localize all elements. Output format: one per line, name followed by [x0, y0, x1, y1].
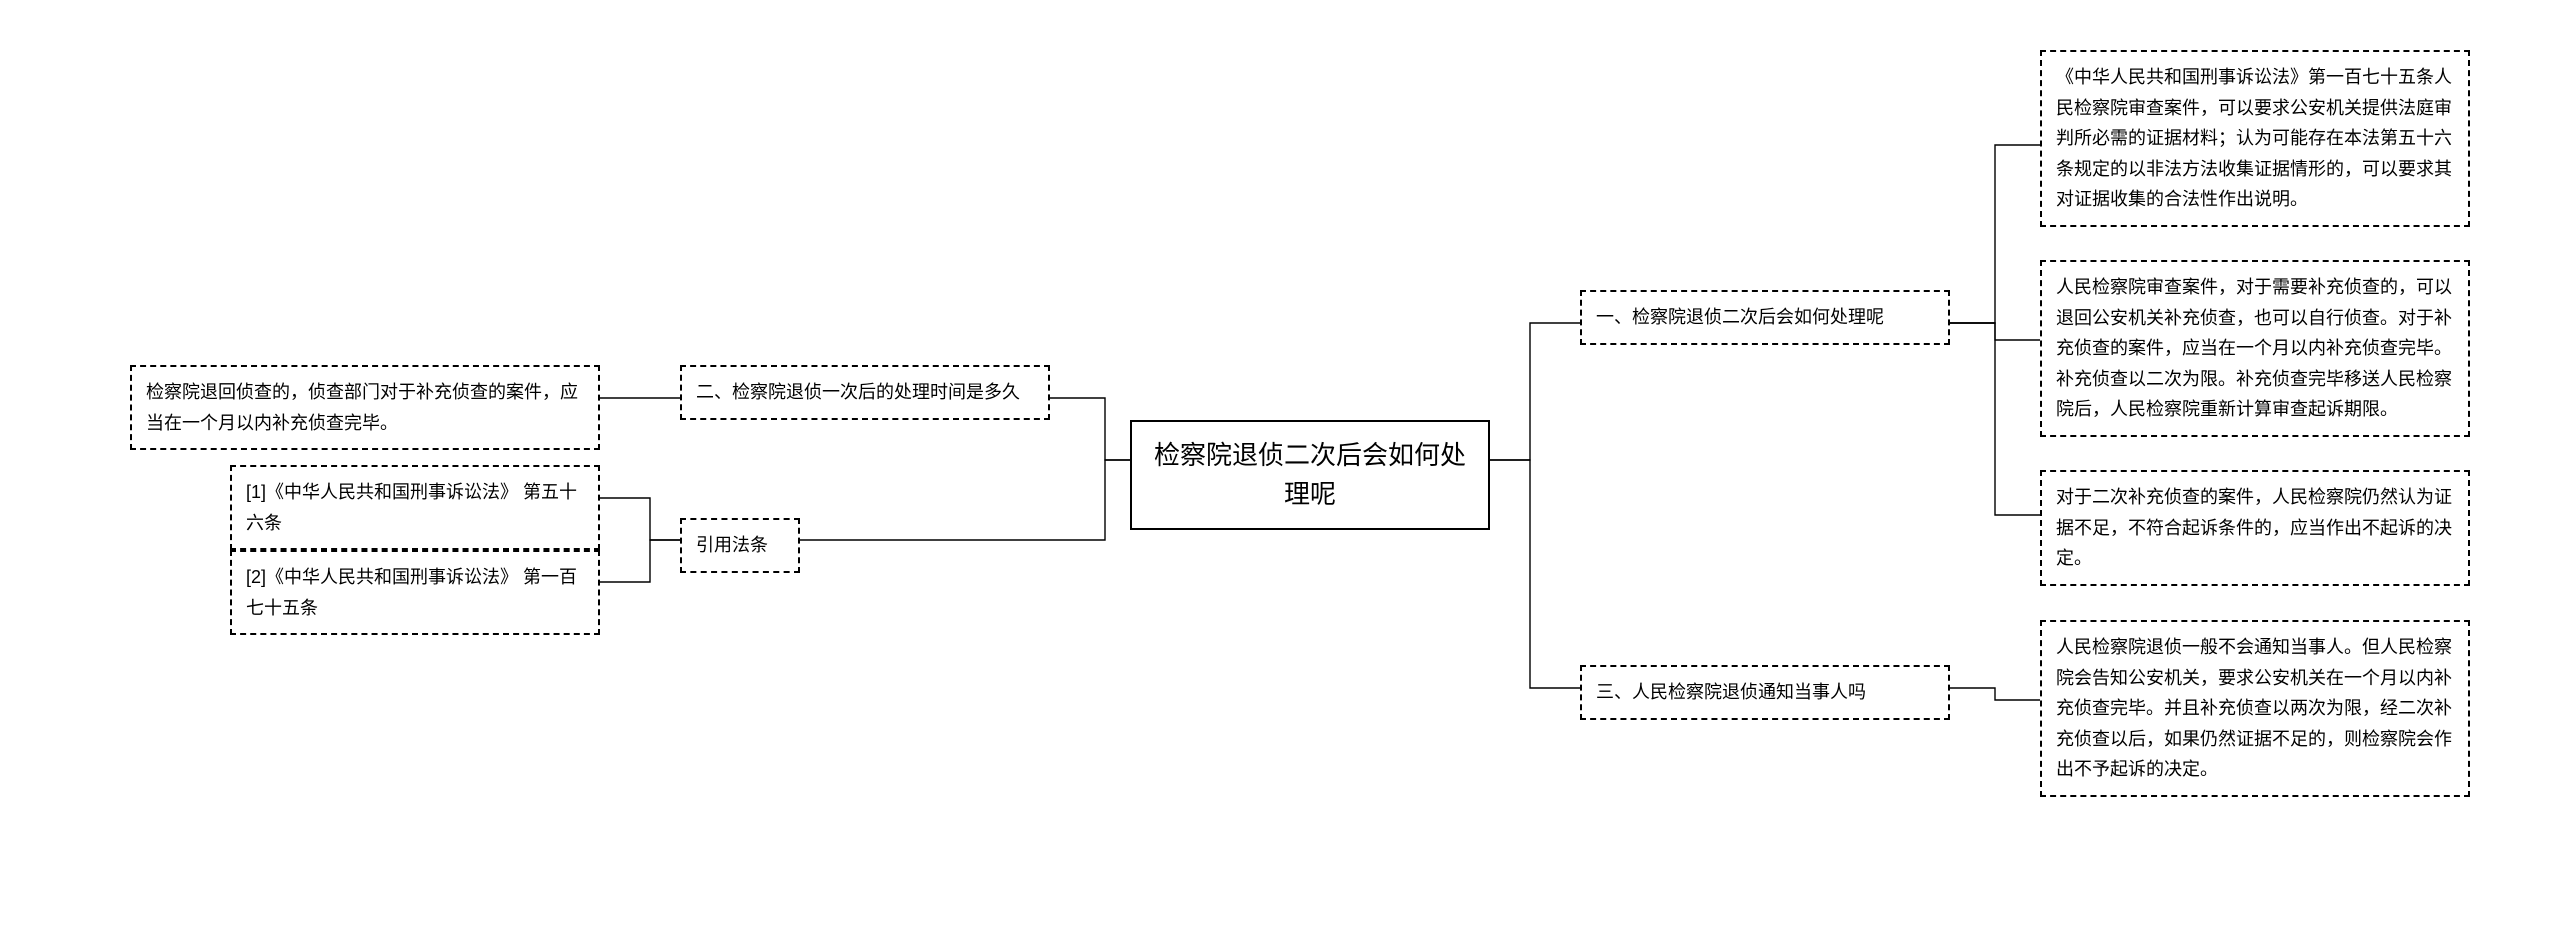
right-section1-detail-1: 人民检察院审查案件，对于需要补充侦查的，可以退回公安机关补充侦查，也可以自行侦查… [2040, 260, 2470, 437]
left-ref-1: [2]《中华人民共和国刑事诉讼法》 第一百七十五条 [230, 550, 600, 635]
left-section2-detail: 检察院退回侦查的，侦查部门对于补充侦查的案件，应当在一个月以内补充侦查完毕。 [130, 365, 600, 450]
right-section1-title: 一、检察院退侦二次后会如何处理呢 [1580, 290, 1950, 345]
left-refs-title: 引用法条 [680, 518, 800, 573]
right-section3-title: 三、人民检察院退侦通知当事人吗 [1580, 665, 1950, 720]
root-node: 检察院退侦二次后会如何处理呢 [1130, 420, 1490, 530]
left-section2-title: 二、检察院退侦一次后的处理时间是多久 [680, 365, 1050, 420]
right-section3-detail: 人民检察院退侦一般不会通知当事人。但人民检察院会告知公安机关，要求公安机关在一个… [2040, 620, 2470, 797]
left-ref-0: [1]《中华人民共和国刑事诉讼法》 第五十六条 [230, 465, 600, 550]
right-section1-detail-2: 对于二次补充侦查的案件，人民检察院仍然认为证据不足，不符合起诉条件的，应当作出不… [2040, 470, 2470, 586]
right-section1-detail-0: 《中华人民共和国刑事诉讼法》第一百七十五条人民检察院审查案件，可以要求公安机关提… [2040, 50, 2470, 227]
